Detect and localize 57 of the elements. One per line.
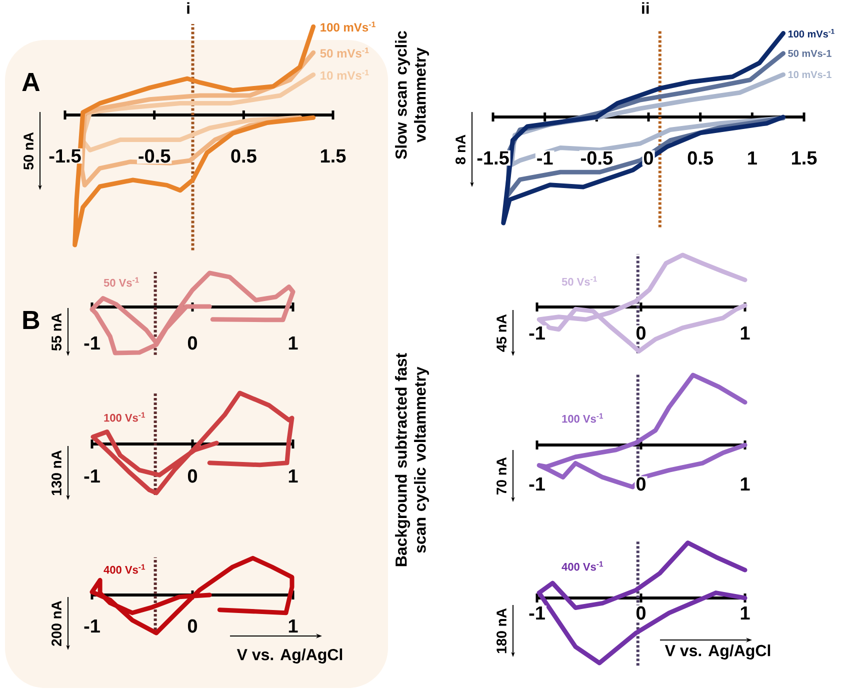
series-label: 50 mVs-1 <box>788 50 832 57</box>
text: 180 nA <box>496 608 506 654</box>
x-tick-label: 0 <box>636 477 646 491</box>
x-tick-label: 1 <box>740 606 750 620</box>
text: 45 nA <box>496 314 506 352</box>
text: A <box>22 73 40 91</box>
x-tick-label: 0 <box>188 619 198 633</box>
text: 130 nA <box>52 450 62 496</box>
text: 8 nA <box>456 134 466 164</box>
x-tick-label: 0 <box>636 606 646 620</box>
chart-title: i <box>187 2 190 14</box>
text: Slow scan cyclic voltammetry <box>395 31 429 160</box>
x-tick-label: 1 <box>748 151 757 165</box>
x-tick-label: 0 <box>188 469 198 483</box>
text: 200 nA <box>52 600 62 646</box>
x-tick-label: 1 <box>288 469 298 483</box>
x-tick-label: 0.5 <box>231 149 256 163</box>
series-label: 100 mVs$^{-1}$ <box>320 22 376 32</box>
text: 50 nA <box>24 132 34 170</box>
text: 55 nA <box>52 313 62 351</box>
chart-title: ii <box>642 2 649 14</box>
series-label: 400 Vs$^{-1}$ <box>562 561 604 571</box>
series-label: 400 Vs$^{-1}$ <box>104 564 146 574</box>
x-axis-title: V vs. Ag/AgCl <box>236 648 342 664</box>
x-tick-label: 0 <box>636 326 646 340</box>
x-tick-label: 0 <box>188 336 198 350</box>
series-label: 10 mVs$^{-1}$ <box>320 70 369 80</box>
x-tick-label: -1 <box>529 326 545 340</box>
text: 100 Vs$^{-1}$ <box>562 413 604 423</box>
x-tick-label: -1.5 <box>49 149 81 163</box>
x-tick-label: -0.5 <box>138 149 170 163</box>
x-tick-label: -1 <box>529 606 545 620</box>
x-tick-label: 0.5 <box>688 151 714 165</box>
text: 50 Vs$^{-1}$ <box>562 276 597 286</box>
x-tick-label: 1 <box>740 326 750 340</box>
x-tick-label: -1 <box>84 469 100 483</box>
text: Background subtracted fast scan cyclic voltammetry <box>395 353 429 566</box>
x-tick-label: 1 <box>288 619 298 633</box>
text: B <box>23 311 40 329</box>
x-tick-label: 0 <box>644 151 654 165</box>
series-label: 10 mVs-1 <box>788 71 832 78</box>
x-tick-label: -1 <box>84 619 100 633</box>
series-label: 100 Vs$^{-1}$ <box>104 412 146 422</box>
x-tick-label: -1.5 <box>477 151 509 165</box>
text: 70 nA <box>496 457 506 494</box>
x-tick-label: 1 <box>740 477 750 491</box>
x-tick-label: 1.5 <box>792 151 817 165</box>
x-tick-label: 1.5 <box>320 149 346 163</box>
x-tick-label: -0.5 <box>581 151 613 165</box>
x-tick-label: -1 <box>529 477 545 491</box>
x-tick-label: 1 <box>288 336 298 350</box>
series-label: 100 mVs$^{-1}$ <box>788 28 834 38</box>
x-axis-title: V vs. Ag/AgCl <box>664 644 770 660</box>
series-label: 50 Vs$^{-1}$ <box>104 277 139 287</box>
series-label: 50 mVs$^{-1}$ <box>320 48 369 58</box>
x-tick-label: -1 <box>537 151 553 165</box>
x-tick-label: -1 <box>84 336 100 350</box>
